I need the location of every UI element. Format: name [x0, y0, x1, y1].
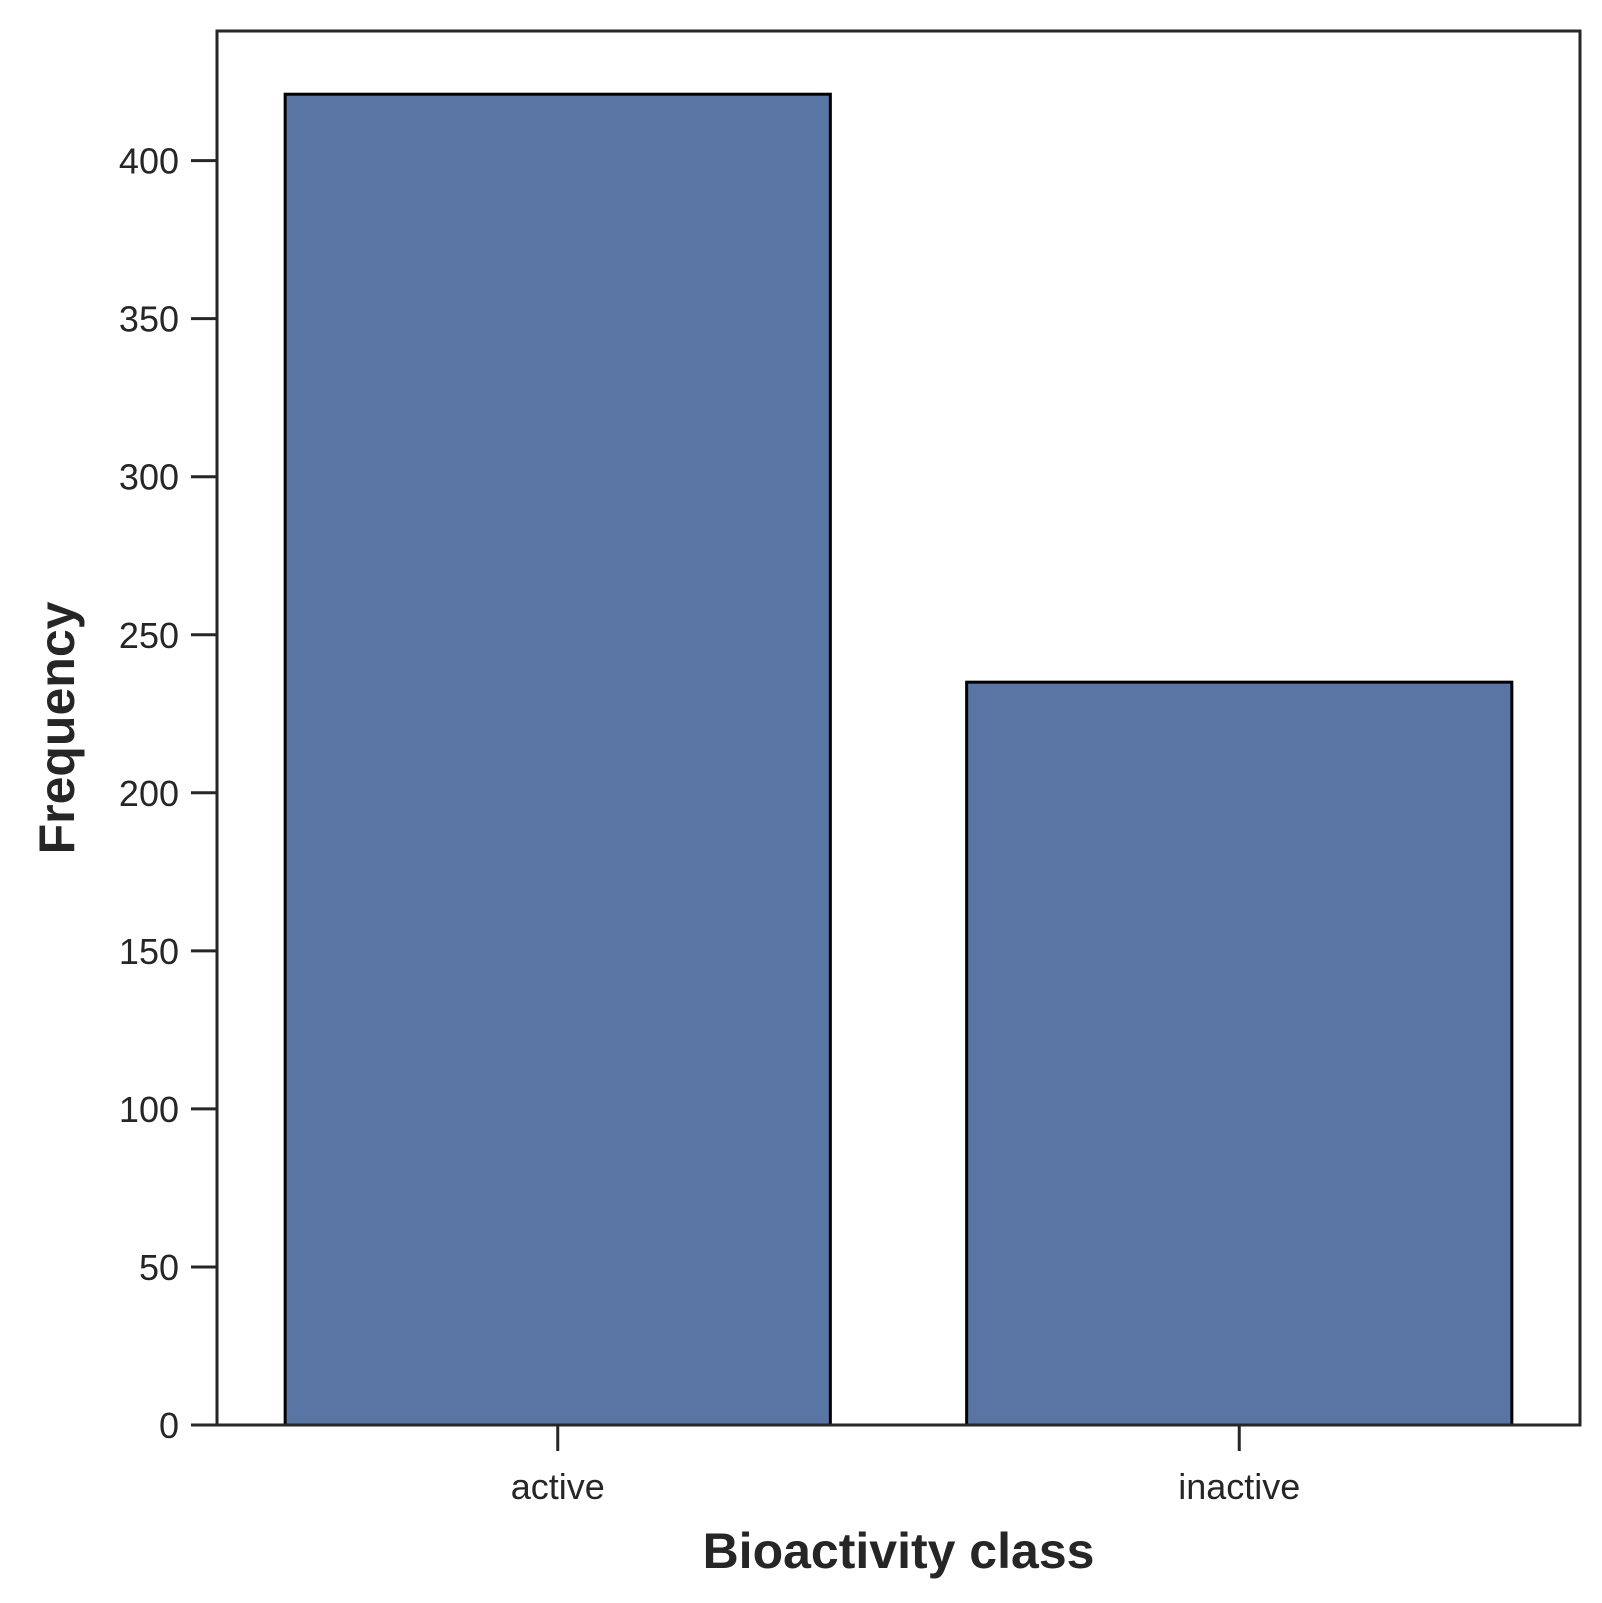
y-tick-label: 200	[119, 773, 179, 814]
axis-ticks-group: active inactive 0 50 100 150 200 250 300 350 400	[119, 141, 1300, 1507]
y-tick-label: 100	[119, 1089, 179, 1130]
bar-active	[283, 92, 832, 1427]
y-tick-label: 0	[159, 1405, 179, 1446]
plot-frame	[215, 29, 1582, 1427]
y-tick-label: 400	[119, 141, 179, 182]
y-tick-label: 350	[119, 299, 179, 340]
y-tick-label: 300	[119, 457, 179, 498]
bar-inactive	[965, 680, 1514, 1427]
x-tick-label: inactive	[1178, 1466, 1300, 1507]
y-tick-label: 50	[139, 1247, 179, 1288]
y-tick-label: 150	[119, 931, 179, 972]
y-axis-label: Frequency	[29, 601, 85, 854]
y-tick-label: 250	[119, 615, 179, 656]
x-tick-label: active	[511, 1466, 605, 1507]
bars-group	[283, 92, 1514, 1427]
x-axis-label: Bioactivity class	[703, 1523, 1095, 1579]
